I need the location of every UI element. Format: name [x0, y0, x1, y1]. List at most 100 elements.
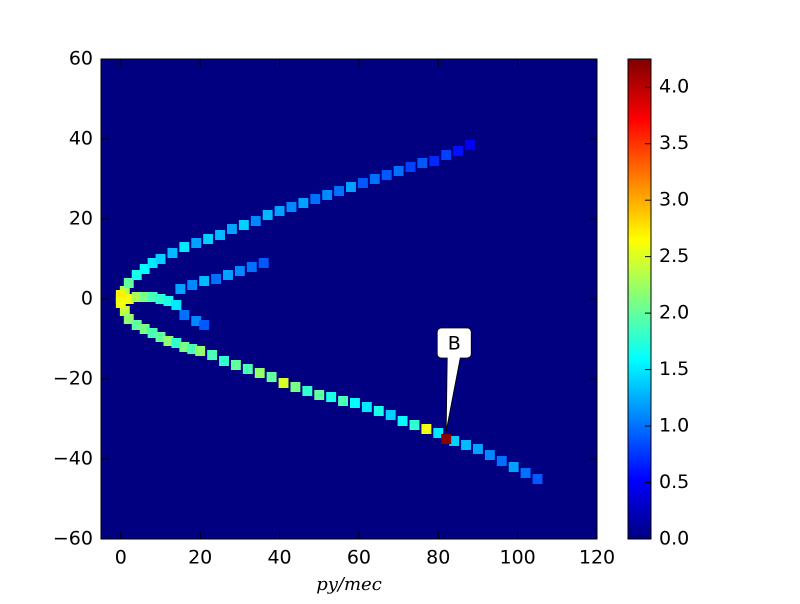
heatmap-cell [381, 170, 392, 180]
heatmap-cell [167, 248, 178, 258]
colorbar-tick-label: 2.0 [659, 302, 689, 324]
colorbar-segment [628, 111, 651, 114]
heatmap-cell [223, 270, 233, 280]
heatmap-cell [302, 386, 313, 396]
heatmap-cell [508, 462, 519, 472]
heatmap-cell [187, 344, 198, 354]
colorbar-segment [628, 361, 651, 364]
colorbar-segment [628, 537, 651, 540]
heatmap-cell [163, 336, 174, 346]
colorbar-segment [628, 201, 651, 204]
heatmap-cell [131, 270, 142, 280]
colorbar-segment [628, 245, 651, 248]
colorbar-segment [628, 305, 651, 308]
colorbar-segment [628, 509, 651, 512]
colorbar-segment [628, 101, 651, 104]
colorbar-segment [628, 87, 651, 90]
colorbar-segment [628, 469, 651, 472]
y-tick-label: −60 [53, 528, 93, 550]
colorbar-segment [628, 175, 651, 178]
y-tick-label: 60 [69, 48, 93, 70]
colorbar-segment [628, 229, 651, 232]
colorbar-segment [628, 431, 651, 434]
colorbar-segment [628, 489, 651, 492]
heatmap-cell [298, 198, 309, 208]
colorbar-segment [628, 221, 651, 224]
colorbar-segment [628, 471, 651, 474]
colorbar-segment [628, 353, 651, 356]
colorbar-segment [628, 493, 651, 496]
colorbar-segment [628, 259, 651, 262]
colorbar-segment [628, 129, 651, 132]
heatmap-cell [139, 292, 150, 302]
colorbar-segment [628, 169, 651, 172]
colorbar-segment [628, 427, 651, 430]
heatmap-cell [326, 392, 337, 402]
colorbar-segment [628, 331, 651, 334]
colorbar-segment [628, 249, 651, 252]
colorbar-segment [628, 181, 651, 184]
colorbar-segment [628, 447, 651, 450]
colorbar-segment [628, 487, 651, 490]
heatmap-cell [429, 156, 440, 166]
colorbar-segment [628, 71, 651, 74]
colorbar-segment [628, 185, 651, 188]
colorbar-segment [628, 123, 651, 126]
heatmap-cell [266, 372, 277, 382]
colorbar-segment [628, 279, 651, 282]
colorbar-segment [628, 395, 651, 398]
heatmap-cell [262, 210, 273, 220]
colorbar-segment [628, 507, 651, 510]
heatmap-cell [473, 444, 483, 454]
colorbar-segment [628, 177, 651, 180]
colorbar-segment [628, 333, 651, 336]
colorbar-segment [628, 297, 651, 300]
heatmap-cell [179, 342, 190, 352]
colorbar-segment [628, 119, 651, 122]
colorbar-segment [628, 345, 651, 348]
colorbar-segment [628, 225, 651, 228]
colorbar-segment [628, 475, 651, 478]
colorbar-segment [628, 269, 651, 272]
axes: 0 20 40 60 80 100 120 −60 −40 −20 0 20 40 60 B [53, 48, 615, 569]
colorbar-segment [628, 209, 651, 212]
heatmap-cell [195, 346, 206, 356]
colorbar-segment [628, 147, 651, 150]
x-tick-label: 0 [115, 547, 127, 569]
colorbar-segment [628, 483, 651, 486]
colorbar-segment [628, 151, 651, 154]
colorbar-segment [628, 459, 651, 462]
colorbar-segment [628, 347, 651, 350]
heatmap-cell [421, 424, 432, 434]
colorbar-segment [628, 417, 651, 420]
plot-frame [100, 58, 598, 540]
heatmap-cell [215, 230, 225, 240]
heatmap-cell [123, 314, 134, 324]
heatmap-cell [322, 190, 333, 200]
colorbar-segment [628, 397, 651, 400]
colorbar-segment [628, 157, 651, 160]
heatmap-cell [349, 398, 360, 408]
colorbar-segment [628, 369, 651, 372]
colorbar-segment [628, 211, 651, 214]
x-tick-label: 40 [267, 547, 291, 569]
annotation-text: B [448, 333, 461, 355]
heatmap-cell [207, 350, 218, 360]
colorbar-segment [628, 319, 651, 322]
colorbar-segment [628, 337, 651, 340]
heatmap-cell [520, 468, 531, 478]
colorbar-segment [628, 85, 651, 88]
colorbar-segment [628, 527, 651, 530]
colorbar-segment [628, 255, 651, 258]
colorbar-segment [628, 195, 651, 198]
colorbar-segment [628, 421, 651, 424]
colorbar-segment [628, 429, 651, 432]
colorbar-segment [628, 139, 651, 142]
colorbar-segment [628, 433, 651, 436]
colorbar-segment [628, 449, 651, 452]
colorbar-tick-label: 0.5 [659, 471, 689, 493]
colorbar-segment [628, 79, 651, 82]
heatmap-cell [453, 146, 464, 156]
colorbar-segment [628, 125, 651, 128]
colorbar-segment [628, 93, 651, 96]
